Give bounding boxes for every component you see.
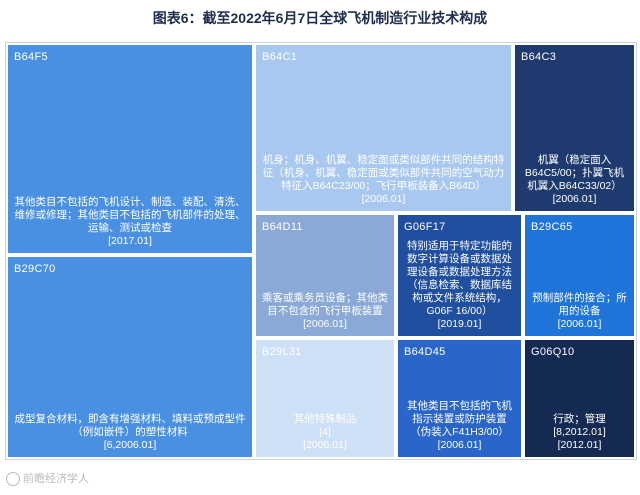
cell-description: 机身；机身、机翼、稳定面或类似部件共同的结构特征（机身、机翼、稳定面或类似部件共… — [262, 154, 505, 205]
cell-description: 行政；管理 [8,2012.01] [2012.01] — [553, 413, 606, 451]
cell-code: B29C70 — [14, 263, 56, 275]
watermark: 前瞻经济学人 — [6, 470, 89, 487]
cell-code: B64C1 — [262, 51, 298, 63]
treemap-cell-b29c70: B29C70 成型复合材料，即含有增强材料、填料或预成型件（例如嵌件）的塑性材料… — [6, 255, 254, 459]
treemap-cell-g06q10: G06Q10 行政；管理 [8,2012.01] [2012.01] — [523, 338, 636, 459]
cell-description: 其他特殊制品 [4] [2006.01] — [293, 413, 357, 451]
watermark-text: 前瞻经济学人 — [23, 473, 89, 485]
cell-code: B64D45 — [404, 346, 446, 358]
treemap-frame: B64F5 其他类目不包括的飞机设计、制造、装配、清洗、维修或修理；其他类目不包… — [5, 42, 637, 460]
cell-code: B64F5 — [14, 51, 48, 63]
cell-code: G06F17 — [404, 221, 446, 233]
treemap-cell-b64d45: B64D45 其他类目不包括的飞机指示装置或防护装置（伪装入F41H3/00） … — [396, 338, 523, 459]
treemap-cell-g06f17: G06F17 特别适用于特定功能的数字计算设备或数据处理设备或数据处理方法（信息… — [396, 213, 523, 338]
treemap-cell-b29c65: B29C65 预制部件的接合；所用的设备 [2006.01] — [523, 213, 636, 338]
cell-description: 其他类目不包括的飞机指示装置或防护装置（伪装入F41H3/00） [2006.0… — [407, 400, 512, 451]
cell-description: 乘客或乘务员设备；其他类目不包含的飞行甲板装置 [2006.01] — [262, 292, 388, 330]
cell-code: B64C3 — [521, 51, 557, 63]
treemap-cell-b64d11: B64D11 乘客或乘务员设备；其他类目不包含的飞行甲板装置 [2006.01] — [254, 213, 396, 338]
cell-description: 成型复合材料，即含有增强材料、填料或预成型件（例如嵌件）的塑性材料 [6,200… — [14, 413, 246, 451]
treemap-cell-b64c1: B64C1 机身；机身、机翼、稳定面或类似部件共同的结构特征（机身、机翼、稳定面… — [254, 43, 513, 213]
treemap-cell-b29l31: B29L31 其他特殊制品 [4] [2006.01] — [254, 338, 396, 459]
cell-code: B29L31 — [262, 346, 302, 358]
chart-title: 图表6：截至2022年6月7日全球飞机制造行业技术构成 — [152, 10, 488, 26]
treemap-cell-b64c3: B64C3 机翼（稳定面入B64C5/00；扑翼飞机机翼入B64C33/02） … — [513, 43, 636, 213]
treemap-cell-b64f5: B64F5 其他类目不包括的飞机设计、制造、装配、清洗、维修或修理；其他类目不包… — [6, 43, 254, 255]
cell-code: G06Q10 — [531, 346, 575, 358]
cell-code: B29C65 — [531, 221, 573, 233]
cell-code: B64D11 — [262, 221, 303, 233]
cell-description: 预制部件的接合；所用的设备 [2006.01] — [532, 292, 627, 330]
cell-description: 特别适用于特定功能的数字计算设备或数据处理设备或数据处理方法（信息检索、数据库结… — [407, 240, 512, 330]
watermark-logo-icon — [6, 472, 20, 487]
cell-description: 其他类目不包括的飞机设计、制造、装配、清洗、维修或修理；其他类目不包括的飞机部件… — [14, 196, 246, 247]
cell-description: 机翼（稳定面入B64C5/00；扑翼飞机机翼入B64C33/02） [2006.… — [524, 154, 625, 205]
